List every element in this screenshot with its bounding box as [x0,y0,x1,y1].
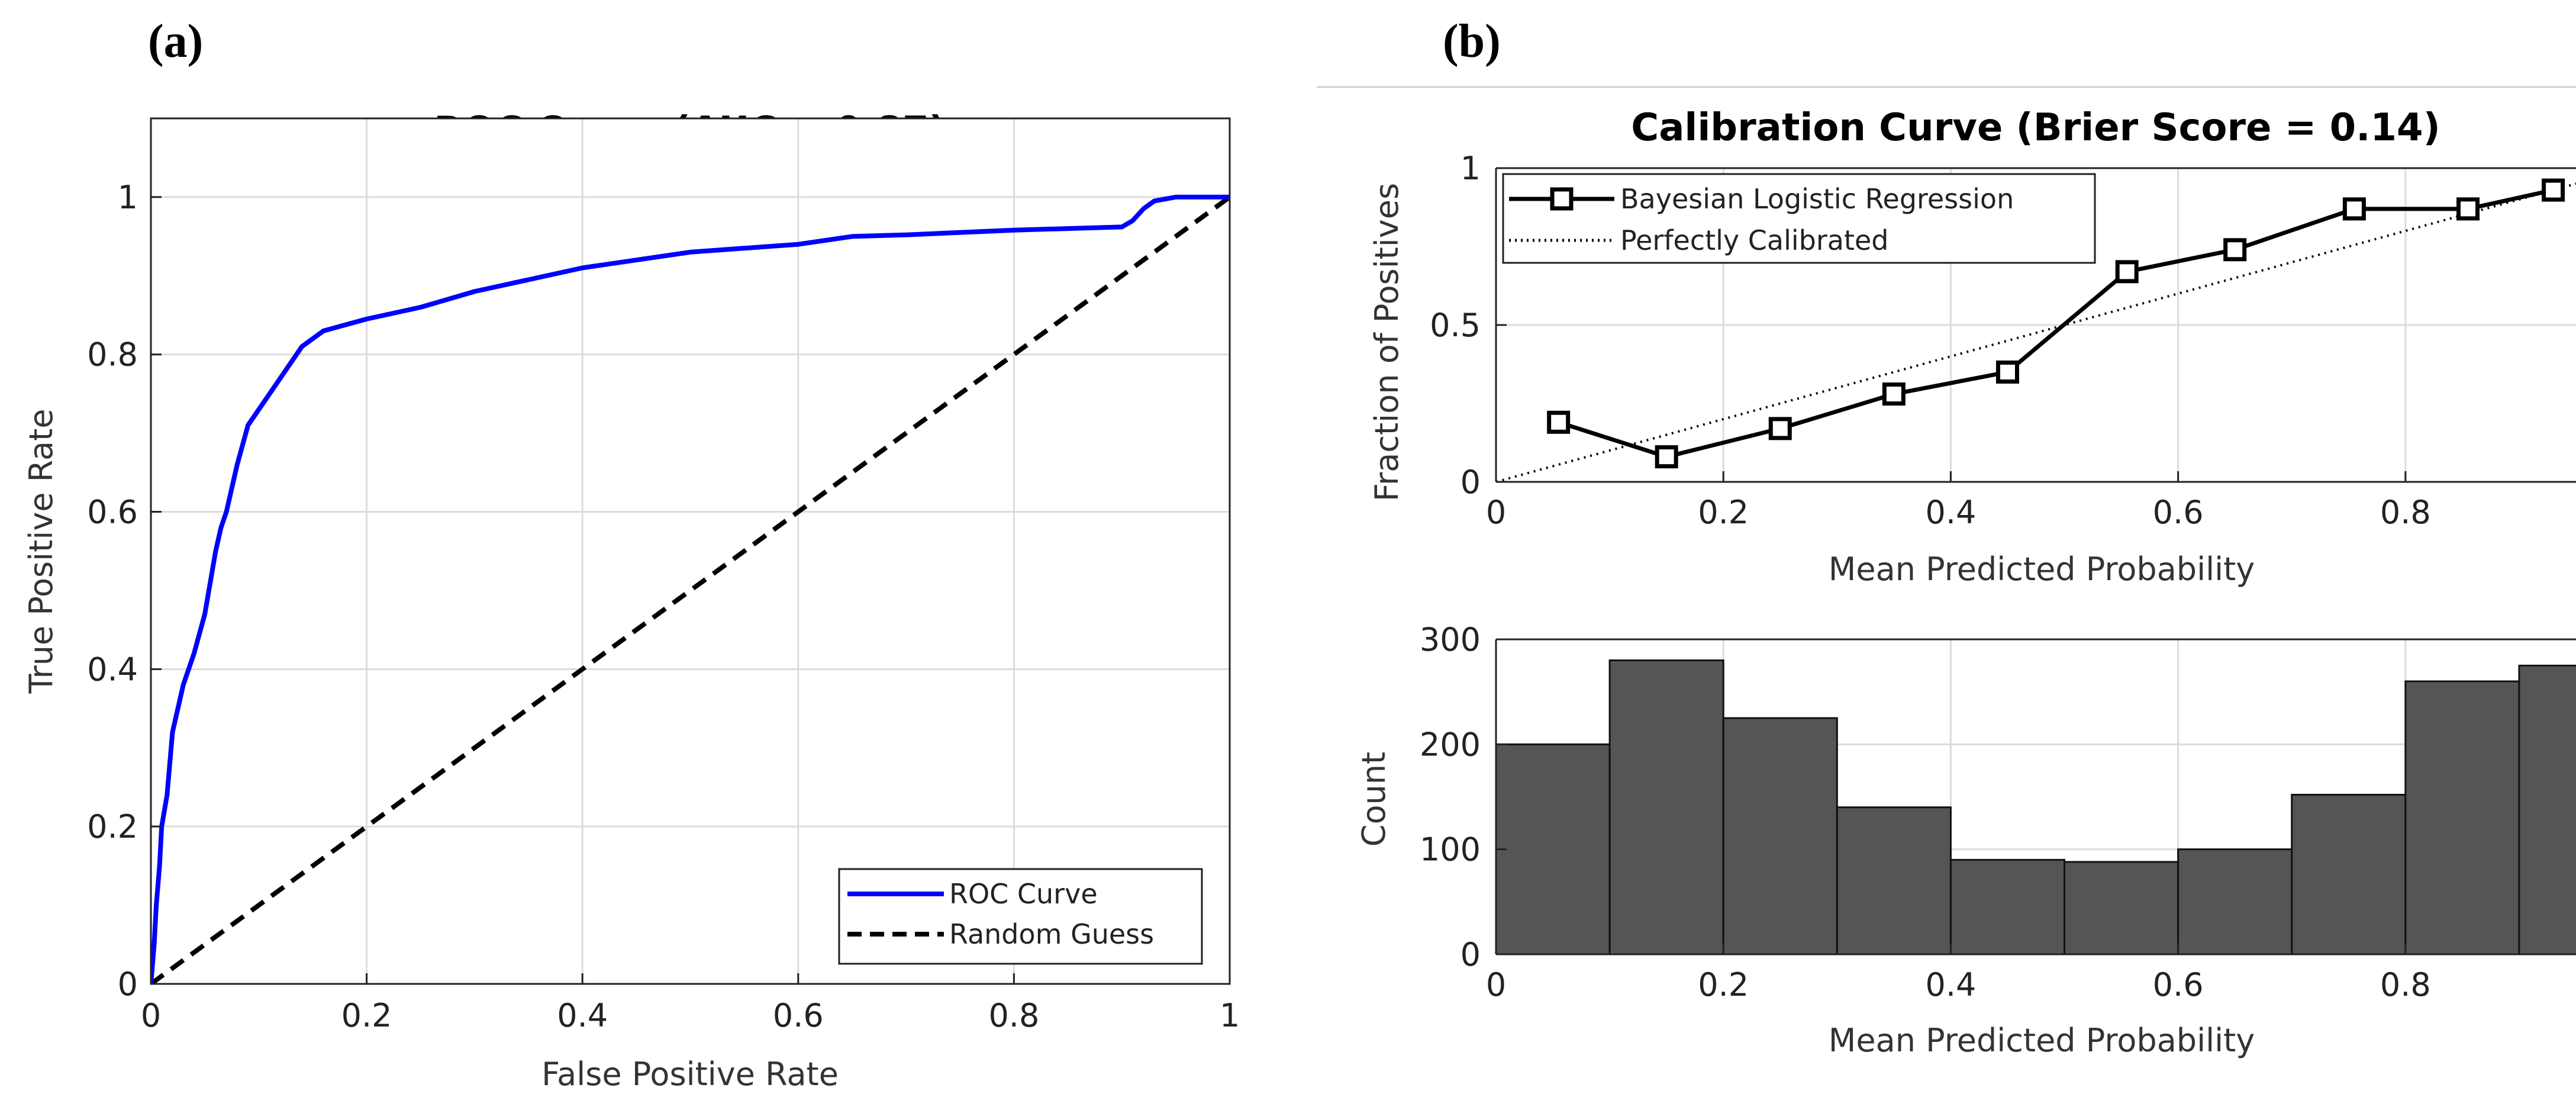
roc-xtick-label: 0 [141,997,161,1034]
calibration-point [2456,197,2480,221]
panel-label-b: (b) [1443,15,1501,67]
roc-grid [151,118,1230,984]
histogram-xtick-label: 0 [1486,966,1506,1003]
histogram-bar [2177,848,2293,954]
histogram-xtick-label: 0.8 [2380,966,2431,1003]
histogram-bar [2064,861,2180,954]
roc-ytick-label: 0.4 [87,651,138,688]
histogram-xtick-label: 0.2 [1698,966,1749,1003]
calibration-point [2115,260,2139,284]
calibration-legend-marker [1550,187,1574,211]
histogram-ticks: 0 0.2 0.4 0.6 0.8 0 100 200 300 [1420,621,2431,1003]
calibration-title: Calibration Curve (Brier Score = 0.14) [1631,106,2440,150]
histogram-bar [1608,659,1724,954]
roc-ticks: 0 0.2 0.4 0.6 0.8 1 0 0.2 0.4 0.6 0.8 1 [87,179,1240,1034]
calibration-point [1547,410,1571,434]
calibration-ytick-label: 1 [1461,150,1481,187]
histogram-bar [2518,664,2576,954]
calibration-point [2342,197,2366,221]
calibration-xtick-label: 0 [1486,494,1506,531]
roc-axes-frame [150,117,1231,985]
roc-xtick-label: 0.6 [773,997,824,1034]
calibration-point [1768,417,1792,440]
histogram-xtick-label: 0.6 [2153,966,2204,1003]
calibration-grid [1496,168,2576,482]
calibration-plot: Calibration Curve (Brier Score = 0.14) 0… [1368,106,2576,588]
roc-plot: ROC Curve (AUC = 0.87) 00.20.40.60.8100.… [22,109,1240,1093]
calibration-ticks: 0 0.2 0.4 0.6 0.8 0 0.5 1 [1430,150,2431,531]
histogram-plot: 0 0.2 0.4 0.6 0.8 0 100 200 300 Mean Predicted P… [1355,621,2576,1059]
calibration-xtick-label: 0.6 [2153,494,2204,531]
histogram-bar [1722,717,1838,954]
calibration-legend-box [1502,173,2096,264]
calibration-point [1995,361,2019,384]
histogram-ytick-label: 0 [1461,936,1481,973]
roc-legend-label-random: Random Guess [949,918,1154,950]
roc-curve-line [151,194,1230,984]
calibration-point [2542,178,2565,202]
roc-ylabel: True Positive Rate [22,408,60,694]
calibration-ytick-label: 0.5 [1430,307,1481,344]
panel-label-a: (a) [148,15,203,67]
histogram-bar [1496,743,1611,954]
roc-plot-area [151,118,1230,984]
roc-legend-box [838,868,1203,965]
roc-ytick-label: 0 [118,966,138,1003]
calibration-xtick-label: 0.2 [1698,494,1749,531]
histogram-ytick-label: 200 [1420,726,1481,763]
roc-xtick-label: 1 [1220,997,1240,1034]
calibration-xlabel: Mean Predicted Probability [1829,551,2255,588]
calibration-series [1496,178,2576,482]
histogram-xlabel: Mean Predicted Probability [1829,1022,2255,1059]
calibration-point [2223,238,2247,262]
perfectly-calibrated-line [1496,182,2576,482]
roc-legend: ROC Curve Random Guess [838,868,1203,965]
calibration-curve-line [1558,188,2554,459]
calibration-legend-label-perfect: Perfectly Calibrated [1620,224,1888,256]
histogram-bar [1836,806,1952,954]
roc-ytick-label: 0.2 [87,808,138,845]
calibration-xtick-label: 0.8 [2380,494,2431,531]
roc-ytick-label: 0.6 [87,494,138,531]
calibration-point [1882,382,1906,406]
roc-series [151,194,1230,984]
histogram-bars [1496,659,2576,954]
calibration-ytick-label: 0 [1461,464,1481,501]
roc-ytick-label: 1 [118,179,138,216]
histogram-xtick-label: 0.4 [1925,966,1976,1003]
roc-legend-label-roc: ROC Curve [949,878,1098,910]
calibration-xtick-label: 0.4 [1925,494,1976,531]
histogram-bar [2404,680,2520,954]
histogram-bar [1949,858,2066,954]
histogram-ytick-label: 100 [1420,831,1481,868]
calibration-point [1655,445,1678,469]
calibration-ylabel: Fraction of Positives [1368,183,1405,501]
histogram-ytick-label: 300 [1420,621,1481,658]
calibration-legend: Bayesian Logistic Regression Perfectly C… [1502,173,2096,264]
roc-ytick-label: 0.8 [87,336,138,374]
calibration-legend-label-bayes: Bayesian Logistic Regression [1620,183,2014,215]
roc-xtick-label: 0.2 [341,997,392,1034]
histogram-ylabel: Count [1355,752,1392,847]
roc-xtick-label: 0.4 [557,997,608,1034]
histogram-bar [2291,793,2407,954]
roc-xtick-label: 0.8 [988,997,1039,1034]
roc-xlabel: False Positive Rate [541,1056,839,1093]
